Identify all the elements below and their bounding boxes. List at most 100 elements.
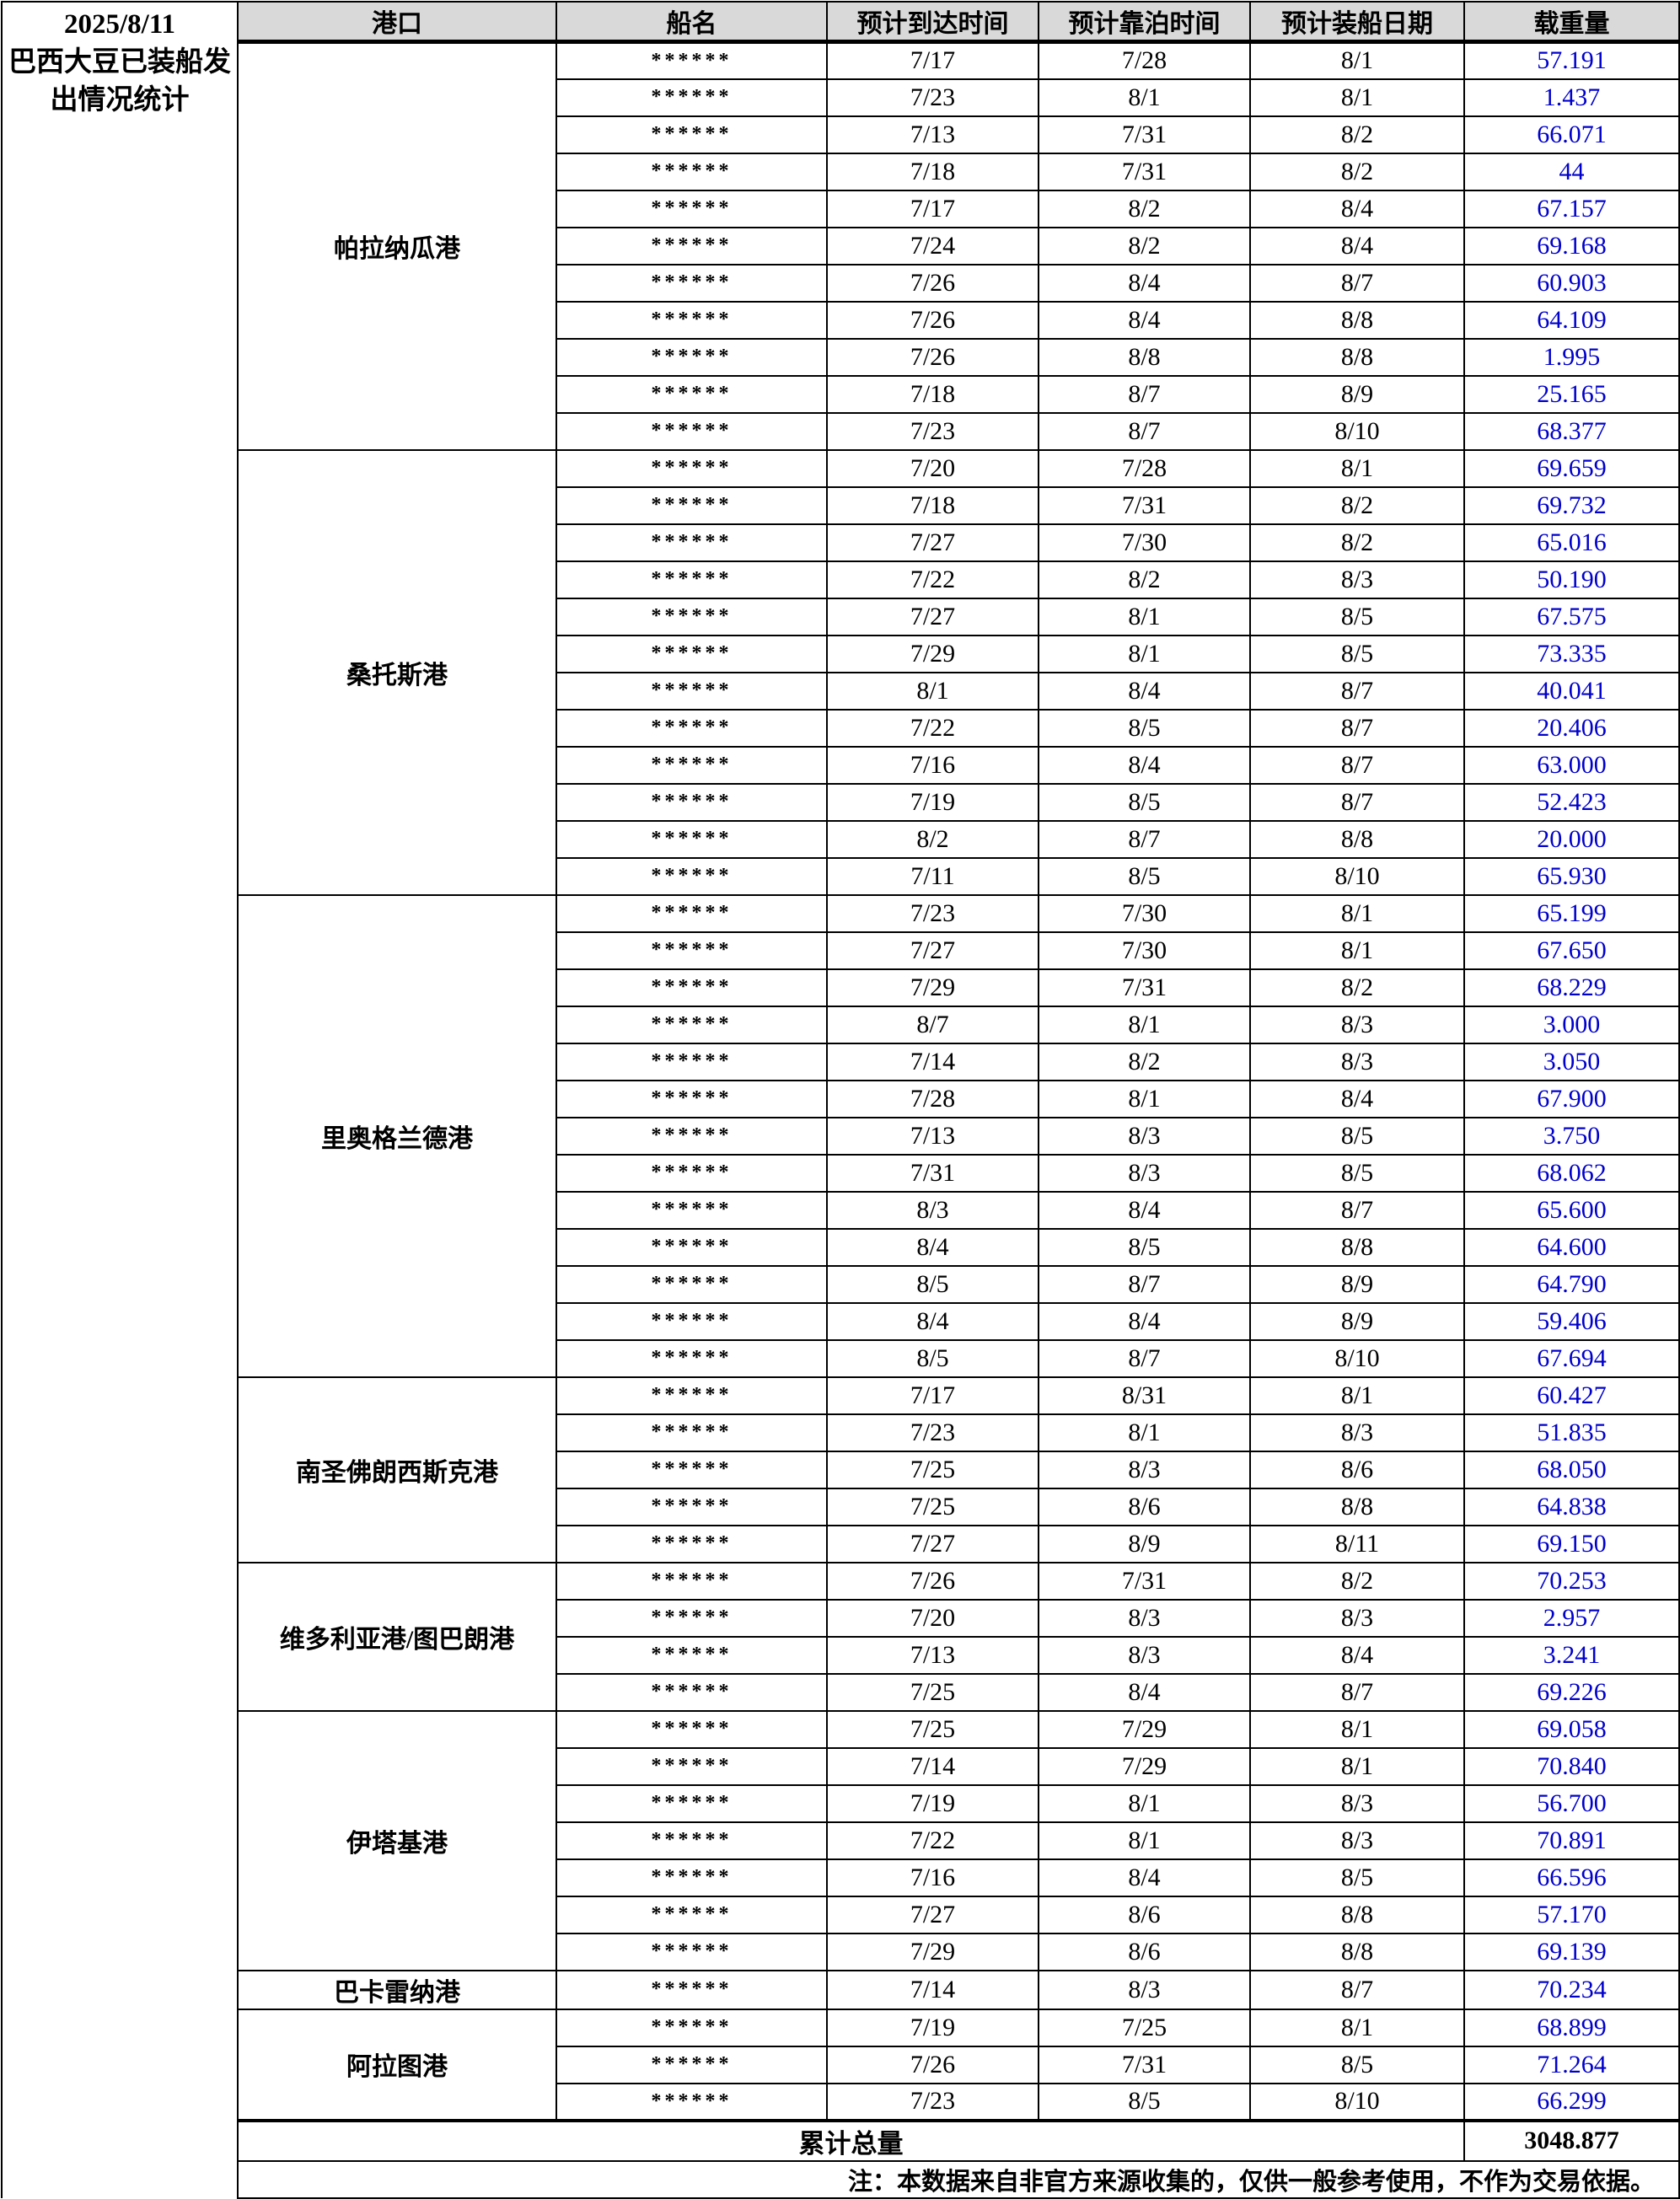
total-row: 累计总量 3048.877	[2, 2118, 1680, 2162]
deadweight-cell: 50.190	[1463, 560, 1680, 599]
deadweight-cell: 69.732	[1463, 485, 1680, 525]
load-date-cell: 8/7	[1249, 745, 1465, 785]
ship-name-cell: ******	[556, 597, 828, 636]
berth-cell: 8/4	[1038, 1858, 1251, 1897]
deadweight-cell: 70.891	[1463, 1821, 1680, 1860]
eta-cell: 7/26	[826, 2045, 1039, 2084]
deadweight-cell: 60.427	[1463, 1376, 1680, 1415]
load-date-cell: 8/5	[1249, 1153, 1465, 1193]
berth-cell: 8/7	[1038, 411, 1251, 451]
ship-name-cell: ******	[556, 263, 828, 303]
deadweight-cell: 67.900	[1463, 1079, 1680, 1118]
load-date-cell: 8/2	[1249, 152, 1465, 191]
load-date-cell: 8/1	[1249, 40, 1465, 80]
berth-cell: 8/31	[1038, 1376, 1251, 1415]
berth-cell: 8/1	[1038, 1821, 1251, 1860]
data-row: ****** 7/26 7/31 8/5 71.264	[2, 2045, 1680, 2084]
deadweight-cell: 1.437	[1463, 78, 1680, 117]
data-row: ****** 7/27 8/1 8/5 67.575	[2, 597, 1680, 636]
load-date-cell: 8/7	[1249, 671, 1465, 711]
eta-cell: 7/20	[826, 1598, 1039, 1638]
deadweight-cell: 68.899	[1463, 2008, 1680, 2047]
eta-cell: 8/5	[826, 1338, 1039, 1378]
data-row: 里奥格兰德港 ****** 7/23 7/30 8/1 65.199	[2, 893, 1680, 1378]
eta-cell: 7/26	[826, 300, 1039, 340]
deadweight-cell: 52.423	[1463, 782, 1680, 822]
data-row: ****** 8/7 8/1 8/3 3.000	[2, 1005, 1680, 1044]
ship-name-cell: ******	[556, 78, 828, 117]
data-row: 桑托斯港 ****** 7/20 7/28 8/1 69.659	[2, 448, 1680, 896]
port-name-cell: 伊塔基港	[237, 1709, 557, 1971]
deadweight-cell: 20.000	[1463, 819, 1680, 859]
load-date-cell: 8/8	[1249, 1932, 1465, 1971]
eta-cell: 7/23	[826, 78, 1039, 117]
col-header-load: 预计装船日期	[1249, 1, 1465, 44]
ship-name-cell: ******	[556, 819, 828, 859]
berth-cell: 7/30	[1038, 931, 1251, 970]
data-row: ****** 7/14 8/2 8/3 3.050	[2, 1042, 1680, 1081]
port-name-cell: 桑托斯港	[237, 448, 557, 896]
berth-cell: 8/5	[1038, 1227, 1251, 1267]
berth-cell: 7/31	[1038, 1561, 1251, 1601]
berth-cell: 8/3	[1038, 1598, 1251, 1638]
berth-cell: 7/31	[1038, 485, 1251, 525]
berth-cell: 8/4	[1038, 745, 1251, 785]
ship-name-cell: ******	[556, 1895, 828, 1934]
eta-cell: 7/29	[826, 1932, 1039, 1971]
load-date-cell: 8/6	[1249, 1450, 1465, 1489]
data-row: ****** 7/26 8/4 8/8 64.109	[2, 300, 1680, 340]
deadweight-cell: 68.062	[1463, 1153, 1680, 1193]
ship-name-cell: ******	[556, 931, 828, 970]
eta-cell: 7/27	[826, 523, 1039, 562]
data-row: ****** 7/14 7/29 8/1 70.840	[2, 1746, 1680, 1786]
port-name-cell: 巴卡雷纳港	[237, 1969, 557, 2010]
col-header-ship: 船名	[556, 1, 828, 44]
eta-cell: 7/18	[826, 485, 1039, 525]
ship-name-cell: ******	[556, 560, 828, 599]
berth-cell: 8/3	[1038, 1635, 1251, 1675]
ship-name-cell: ******	[556, 1635, 828, 1675]
ship-name-cell: ******	[556, 1672, 828, 1712]
disclaimer-note: 注：本数据来自非官方来源收集的，仅供一般参考使用，不作为交易依据。	[237, 2159, 1680, 2199]
deadweight-cell: 70.840	[1463, 1746, 1680, 1786]
port-name-cell: 帕拉纳瓜港	[237, 40, 557, 451]
berth-cell: 8/1	[1038, 1005, 1251, 1044]
berth-cell: 8/6	[1038, 1895, 1251, 1934]
ship-name-cell: ******	[556, 1709, 828, 1749]
data-row: 维多利亚港/图巴朗港 ****** 7/26 7/31 8/2 70.253	[2, 1561, 1680, 1712]
load-date-cell: 8/9	[1249, 1264, 1465, 1304]
load-date-cell: 8/8	[1249, 1227, 1465, 1267]
load-date-cell: 8/2	[1249, 523, 1465, 562]
berth-cell: 7/25	[1038, 2008, 1251, 2047]
eta-cell: 7/27	[826, 931, 1039, 970]
eta-cell: 7/16	[826, 1858, 1039, 1897]
ship-name-cell: ******	[556, 1376, 828, 1415]
load-date-cell: 8/1	[1249, 78, 1465, 117]
ship-name-cell: ******	[556, 1413, 828, 1452]
ship-name-cell: ******	[556, 745, 828, 785]
ship-name-cell: ******	[556, 1301, 828, 1341]
berth-cell: 8/1	[1038, 597, 1251, 636]
deadweight-cell: 40.041	[1463, 671, 1680, 711]
eta-cell: 7/13	[826, 115, 1039, 154]
deadweight-cell: 69.168	[1463, 226, 1680, 265]
eta-cell: 7/17	[826, 1376, 1039, 1415]
berth-cell: 7/30	[1038, 523, 1251, 562]
eta-cell: 7/13	[826, 1635, 1039, 1675]
ship-name-cell: ******	[556, 411, 828, 451]
deadweight-cell: 69.139	[1463, 1932, 1680, 1971]
berth-cell: 8/5	[1038, 782, 1251, 822]
ship-name-cell: ******	[556, 1783, 828, 1823]
deadweight-cell: 67.575	[1463, 597, 1680, 636]
berth-cell: 8/7	[1038, 1264, 1251, 1304]
deadweight-cell: 66.071	[1463, 115, 1680, 154]
eta-cell: 7/14	[826, 1969, 1039, 2010]
data-row: ****** 7/27 8/6 8/8 57.170	[2, 1895, 1680, 1934]
deadweight-cell: 68.229	[1463, 968, 1680, 1007]
data-row: ****** 7/16 8/4 8/7 63.000	[2, 745, 1680, 785]
berth-cell: 8/7	[1038, 819, 1251, 859]
data-row: ****** 7/20 8/3 8/3 2.957	[2, 1598, 1680, 1638]
ship-name-cell: ******	[556, 1116, 828, 1156]
data-row: ****** 8/3 8/4 8/7 65.600	[2, 1190, 1680, 1230]
eta-cell: 7/23	[826, 411, 1039, 451]
